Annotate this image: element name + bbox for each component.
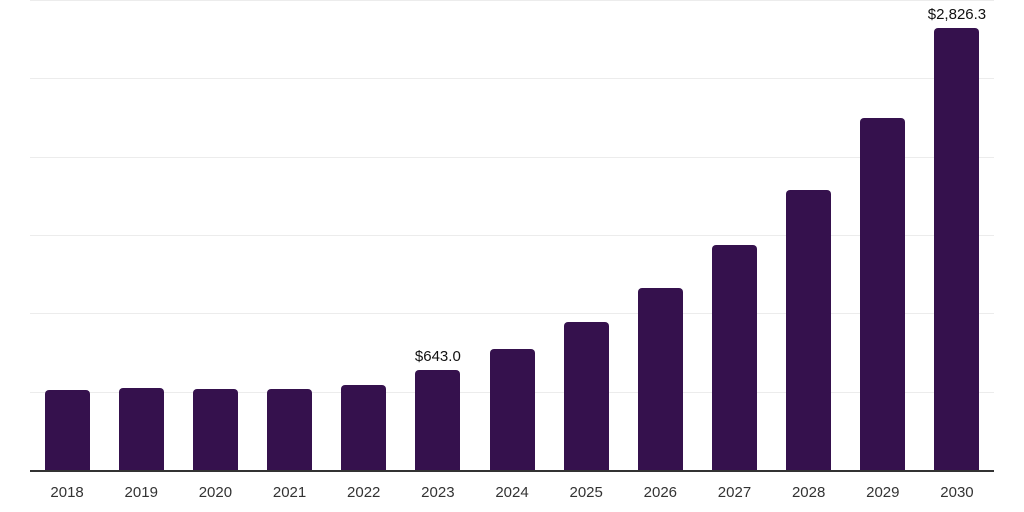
- bar-2028: [786, 189, 832, 471]
- bar-slot-2018: [30, 0, 104, 471]
- bar-2020: [192, 389, 238, 471]
- x-tick-label-2024: 2024: [495, 484, 529, 501]
- x-tick-label-2018: 2018: [50, 484, 84, 501]
- bar-series: $643.0 $2,826.3: [30, 0, 994, 471]
- x-tick-label-2028: 2028: [791, 484, 826, 501]
- bar-slot-2029: [846, 0, 920, 471]
- bar-slot-2019: [104, 0, 178, 471]
- x-tick-label-2022: 2022: [347, 484, 381, 501]
- bar-2025: [563, 322, 609, 471]
- bar-value-label-2023: $643.0: [414, 348, 461, 366]
- bar-slot-2027: [697, 0, 771, 471]
- bar-2023: [415, 370, 461, 471]
- bar-2018: [44, 390, 90, 471]
- bar-slot-2024: [475, 0, 549, 471]
- x-tick-label-2030: 2030: [940, 484, 974, 501]
- x-tick-label-2020: 2020: [198, 484, 233, 501]
- x-tick-label-2021: 2021: [272, 484, 307, 501]
- bar-slot-2020: [178, 0, 252, 471]
- plot-area: $643.0 $2,826.3: [30, 0, 994, 471]
- x-tick-label-2027: 2027: [717, 484, 752, 501]
- bar-2026: [637, 288, 683, 471]
- bar-slot-2028: [772, 0, 846, 471]
- bar-2029: [860, 118, 906, 471]
- x-tick-label-2025: 2025: [569, 484, 603, 501]
- bar-slot-2026: [623, 0, 697, 471]
- bar-slot-2021: [252, 0, 326, 471]
- gridline: [30, 313, 994, 315]
- x-tick-label-2019: 2019: [124, 484, 158, 501]
- x-tick-label-2029: 2029: [866, 484, 900, 501]
- gridline: [30, 0, 994, 1]
- bar-2019: [118, 387, 164, 471]
- x-axis-tick-labels: 2018 2019 2020 2021 2022 2023 2024 2025 2026 2027…: [30, 484, 994, 502]
- x-tick-label-2026: 2026: [643, 484, 678, 501]
- bar-2021: [267, 388, 313, 471]
- bar-2024: [489, 348, 535, 471]
- bar-2027: [711, 245, 757, 471]
- bar-2030: [934, 28, 980, 471]
- gridline: [30, 235, 994, 236]
- bar-value-label-2030: $2,826.3: [927, 6, 987, 24]
- bar-slot-2022: [327, 0, 401, 471]
- gridline: [30, 156, 994, 158]
- bar-2022: [341, 385, 387, 471]
- bar-slot-2023: $643.0: [401, 0, 475, 471]
- bar-slot-2025: [549, 0, 623, 471]
- x-axis-line: [30, 470, 994, 472]
- x-tick-label-2023: 2023: [421, 484, 455, 501]
- gridline: [30, 78, 994, 80]
- bar-slot-2030: $2,826.3: [920, 0, 994, 471]
